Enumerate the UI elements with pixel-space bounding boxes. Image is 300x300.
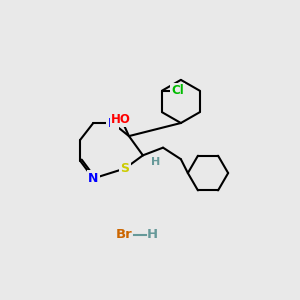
Text: H: H — [151, 157, 160, 166]
Text: N: N — [107, 116, 118, 130]
Text: N: N — [88, 172, 98, 185]
Text: Br: Br — [116, 228, 133, 241]
Text: S: S — [121, 162, 130, 175]
Text: H: H — [147, 228, 158, 241]
Text: Cl: Cl — [171, 84, 184, 97]
Text: HO: HO — [111, 113, 131, 126]
